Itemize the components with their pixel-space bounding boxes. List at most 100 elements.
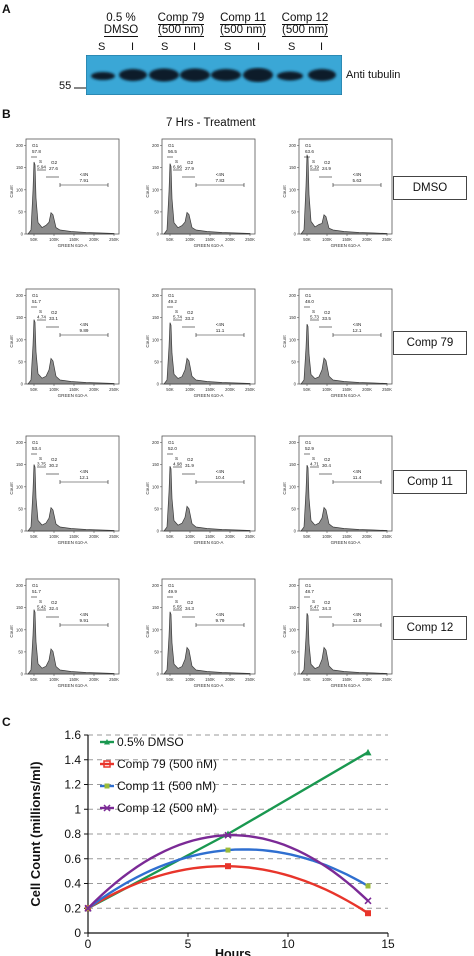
data-point	[225, 847, 231, 853]
y-tick-label: 0	[294, 529, 297, 534]
gt4n-gate-name: <4N	[353, 172, 362, 177]
histogram-area	[300, 613, 388, 675]
legend-label: Comp 12 (500 nM)	[117, 801, 217, 815]
treatment-label-dmso: 0.5 % DMSO	[92, 12, 150, 37]
flow-histogram: 0 50 100 150 200 50K 100K 150K 200K 250K GREEN 610…	[282, 435, 393, 545]
s-gate-name: S	[175, 309, 178, 314]
western-blot-image	[86, 55, 342, 95]
treatment-label-comp11: Comp 11 (500 nm)	[212, 12, 274, 37]
x-tick-label: 50K	[303, 237, 311, 242]
g2-gate-name: G2	[324, 600, 331, 605]
s-gate-name: S	[312, 309, 315, 314]
histogram-area	[163, 611, 251, 675]
data-point	[364, 748, 372, 756]
gt4n-gate-name: <4N	[216, 322, 225, 327]
x-axis-label: GREEN 610-A	[58, 393, 89, 398]
y-tick-label: 150	[289, 462, 297, 467]
x-tick-label: 200K	[225, 387, 235, 392]
gt4n-gate-value: 12.1	[80, 475, 89, 480]
legend-label: 0.5% DMSO	[117, 735, 184, 749]
g1-gate-name: G1	[168, 143, 175, 148]
histogram-area	[163, 322, 251, 385]
x-tick-label: 100K	[322, 677, 332, 682]
x-axis-label: GREEN 610-A	[331, 683, 362, 688]
g2-gate-name: G2	[187, 600, 194, 605]
x-tick-label: 250K	[109, 677, 119, 682]
treatment-line2: DMSO	[103, 24, 139, 37]
g1-gate-name: G1	[305, 440, 312, 445]
s-gate-value: 5.94	[37, 165, 46, 170]
histogram-area	[300, 324, 388, 385]
x-tick-label: 100K	[49, 237, 59, 242]
treatment-line1: 0.5 %	[106, 12, 136, 24]
x-axis-title: Hours	[215, 947, 251, 956]
y-tick-label: 100	[152, 337, 160, 342]
s-gate-name: S	[175, 599, 178, 604]
x-tick-label: 200K	[225, 677, 235, 682]
x-axis-label: GREEN 610-A	[58, 540, 89, 545]
y-tick-label: 50	[154, 649, 159, 654]
y-tick-label: 0	[21, 382, 24, 387]
x-tick-label: 50K	[30, 237, 38, 242]
gt4n-gate-value: 9.91	[80, 618, 89, 623]
x-tick-label: 250K	[109, 237, 119, 242]
x-tick-label: 100K	[49, 677, 59, 682]
x-tick-label: 15	[381, 937, 395, 951]
y-axis-label: Count	[145, 625, 150, 638]
x-tick-label: 100K	[185, 387, 195, 392]
g2-gate-value: 34.3	[185, 606, 194, 611]
x-tick-label: 200K	[362, 677, 372, 682]
y-axis-label: Count	[145, 482, 150, 495]
x-tick-label: 50K	[303, 534, 311, 539]
gt4n-gate-name: <4N	[80, 322, 89, 327]
y-tick-label: 0.4	[64, 877, 81, 891]
gt4n-gate-name: <4N	[80, 469, 89, 474]
x-tick-label: 150K	[69, 237, 79, 242]
x-tick-label: 50K	[166, 534, 174, 539]
lane-label: I	[193, 41, 197, 53]
y-axis-label: Count	[9, 185, 14, 198]
y-tick-label: 0	[21, 529, 24, 534]
x-tick-label: 150K	[342, 534, 352, 539]
g1-gate-name: G1	[32, 293, 39, 298]
y-tick-label: 150	[289, 605, 297, 610]
treatment-line2: (500 nm)	[281, 24, 329, 37]
x-tick-label: 250K	[382, 237, 392, 242]
y-tick-label: 100	[16, 337, 24, 342]
g1-gate-name: G1	[32, 440, 39, 445]
data-point	[84, 904, 92, 912]
g1-gate-value: 51.7	[32, 589, 41, 594]
g1-gate-name: G1	[168, 440, 175, 445]
flow-histogram: 0 50 100 150 200 50K 100K 150K 200K 250K GREEN 610…	[145, 138, 256, 248]
y-tick-label: 50	[18, 209, 23, 214]
x-axis-label: GREEN 610-A	[194, 393, 225, 398]
g2-gate-value: 31.9	[185, 463, 194, 468]
y-tick-label: 100	[152, 484, 160, 489]
g1-gate-value: 48.7	[305, 589, 314, 594]
treatment-label-comp12: Comp 12 (500 nm)	[274, 12, 336, 37]
s-gate-value: 5.74	[173, 315, 182, 320]
y-axis-label: Count	[282, 625, 287, 638]
y-tick-label: 0	[157, 382, 160, 387]
s-gate-name: S	[312, 159, 315, 164]
histogram-area	[27, 161, 115, 235]
g1-gate-value: 51.7	[32, 299, 41, 304]
y-tick-label: 200	[289, 583, 297, 588]
x-tick-label: 50K	[30, 677, 38, 682]
y-tick-label: 100	[16, 187, 24, 192]
data-point	[365, 910, 371, 917]
x-tick-label: 150K	[69, 387, 79, 392]
y-tick-label: 50	[291, 209, 296, 214]
lane-label: S	[288, 41, 296, 53]
y-axis-label: Count	[9, 335, 14, 348]
treatment-line2: (500 nm)	[219, 24, 267, 37]
g1-gate-value: 63.6	[305, 149, 314, 154]
x-tick-label: 250K	[245, 387, 255, 392]
y-tick-label: 100	[16, 627, 24, 632]
flow-histogram: 0 50 100 150 200 50K 100K 150K 200K 250K GREEN 610…	[145, 435, 256, 545]
g1-gate-value: 57.8	[32, 149, 41, 154]
g1-gate-value: 49.2	[168, 299, 177, 304]
x-axis-label: GREEN 610-A	[331, 540, 362, 545]
y-tick-label: 100	[152, 627, 160, 632]
s-gate-name: S	[175, 456, 178, 461]
